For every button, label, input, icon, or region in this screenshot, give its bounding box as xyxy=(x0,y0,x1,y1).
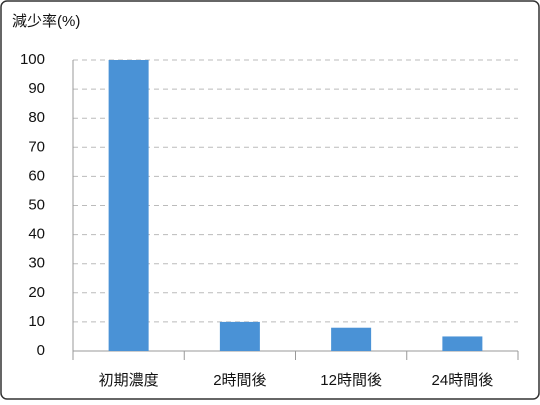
bar xyxy=(442,336,483,351)
y-tick-label: 100 xyxy=(20,51,45,68)
y-tick-label: 80 xyxy=(28,109,45,126)
x-tick-label: 2時間後 xyxy=(213,372,266,389)
x-tick-label: 12時間後 xyxy=(320,372,382,389)
y-tick-label: 30 xyxy=(28,255,45,272)
bar xyxy=(331,327,372,351)
y-tick-label: 60 xyxy=(28,167,45,184)
bar xyxy=(108,60,149,351)
y-tick-label: 40 xyxy=(28,226,45,243)
bar xyxy=(219,321,260,351)
y-tick-label: 10 xyxy=(28,313,45,330)
y-tick-label: 0 xyxy=(37,342,45,359)
y-tick-label: 50 xyxy=(28,196,45,213)
y-tick-label: 90 xyxy=(28,80,45,97)
y-tick-label: 70 xyxy=(28,138,45,155)
x-tick-label: 24時間後 xyxy=(432,372,494,389)
y-tick-label: 20 xyxy=(28,284,45,301)
x-tick-label: 初期濃度 xyxy=(99,372,159,389)
chart-title: 減少率(%) xyxy=(12,13,80,30)
